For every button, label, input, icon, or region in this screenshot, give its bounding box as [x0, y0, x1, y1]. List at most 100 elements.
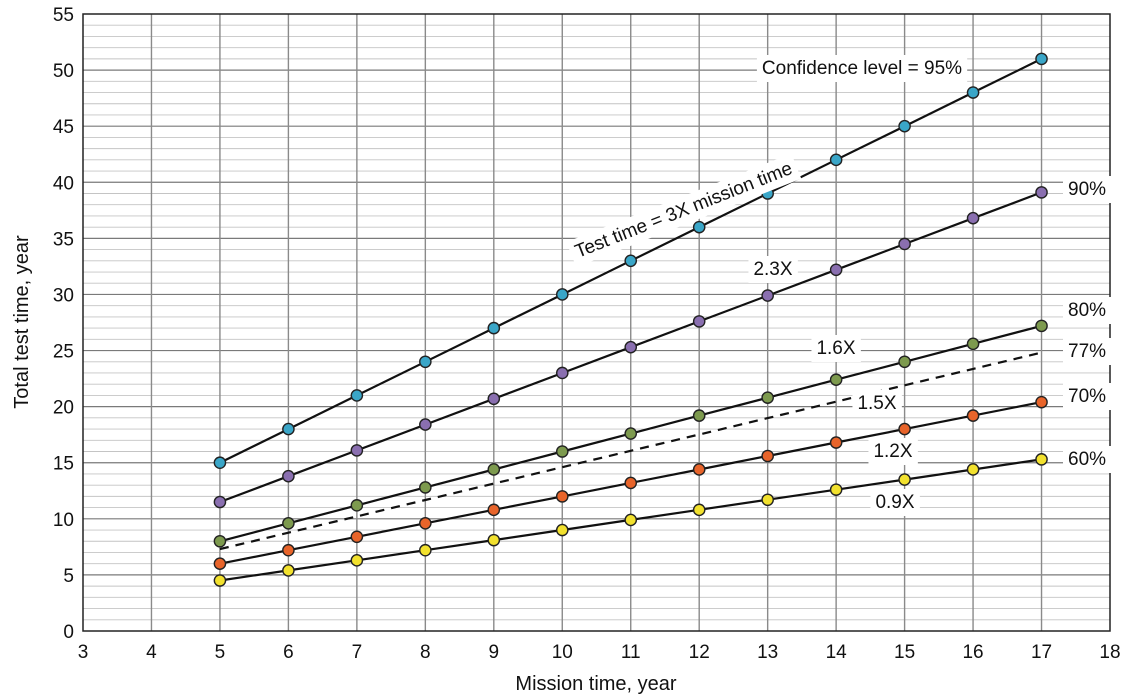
data-point [761, 449, 774, 463]
series-layer [213, 52, 1048, 587]
data-point [624, 340, 638, 354]
grid [83, 14, 1110, 631]
data-point [624, 427, 638, 440]
data-point [350, 444, 364, 457]
ticks: 3 4 5 6 7 8 9 10 11 12 13 14 15 16 17 18051015202530354… [53, 5, 1121, 663]
data-point [350, 499, 364, 512]
multiplier-label-text: 1.5X [857, 393, 896, 414]
data-point [966, 86, 980, 99]
data-point [692, 409, 706, 422]
multiplier-label: 2.3X [748, 256, 798, 283]
data-point [555, 490, 569, 503]
y-tick-label: 0 [63, 622, 74, 643]
data-point [350, 530, 364, 544]
series-77pct [219, 351, 1042, 551]
data-point [419, 355, 432, 369]
data-point [692, 463, 706, 476]
y-tick-label: 20 [53, 398, 74, 419]
confidence-label-text: 80% [1068, 300, 1106, 321]
multiplier-label: 1.2X [868, 438, 918, 465]
multiplier-label: 1.5X [852, 390, 902, 417]
x-tick-label: 13 [757, 642, 778, 663]
multiplier-label: 1.6X [811, 335, 861, 362]
confidence-label-bg [1063, 297, 1112, 324]
y-tick-label: 15 [53, 454, 74, 475]
multiplier-label-text: 0.9X [875, 492, 914, 513]
y-tick-label: 50 [53, 61, 74, 82]
test-time-annotation: Test time = 3X mission time [566, 153, 802, 268]
data-point [1035, 52, 1048, 66]
confidence-title-text: Confidence level = 95% [762, 58, 962, 79]
series-60pct [213, 453, 1048, 587]
multiplier-label-text: 1.2X [873, 441, 912, 462]
x-tick-label: 16 [962, 642, 983, 663]
confidence-label-text: 90% [1068, 179, 1106, 200]
y-tick-label: 55 [53, 5, 74, 26]
data-point [966, 337, 980, 351]
x-tick-label: 9 [489, 642, 500, 663]
data-point [898, 237, 911, 251]
data-point [282, 469, 295, 483]
y-tick-label: 25 [53, 342, 74, 363]
data-point [761, 289, 774, 302]
confidence-title: Confidence level = 95% [756, 55, 968, 82]
data-point [487, 503, 501, 517]
x-axis-label: Mission time, year [515, 673, 676, 695]
data-point [898, 422, 911, 436]
data-point [350, 389, 364, 402]
x-tick-label: 15 [894, 642, 915, 663]
data-point [1035, 319, 1048, 333]
x-tick-label: 14 [826, 642, 848, 663]
x-tick-label: 5 [215, 642, 226, 663]
data-point [282, 543, 295, 557]
data-point [555, 523, 569, 537]
data-point [1035, 186, 1048, 199]
y-tick-label: 45 [53, 117, 74, 138]
data-point [487, 533, 501, 547]
confidence-label: 90% [1063, 176, 1112, 203]
confidence-label-text: 60% [1068, 449, 1106, 470]
data-point [555, 445, 569, 458]
y-tick-label: 40 [53, 173, 74, 194]
data-point [487, 463, 501, 476]
data-point [555, 288, 569, 301]
data-point [282, 564, 295, 577]
multiplier-label: 0.9X [870, 489, 920, 516]
series-line [219, 351, 1042, 551]
x-tick-label: 8 [420, 642, 431, 663]
data-point [624, 513, 638, 527]
data-point [282, 422, 295, 436]
data-point [213, 557, 227, 570]
data-point [966, 463, 980, 476]
multiplier-label-bg [811, 335, 861, 362]
x-tick-label: 10 [552, 642, 573, 663]
data-point [213, 456, 227, 470]
confidence-label-text: 77% [1068, 341, 1106, 362]
data-point [829, 373, 843, 387]
data-point [966, 409, 980, 422]
confidence-label-bg [1063, 338, 1112, 365]
multiplier-label-text: 2.3X [753, 259, 792, 280]
x-tick-label: 12 [689, 642, 710, 663]
x-tick-label: 6 [283, 642, 294, 663]
data-point [487, 321, 501, 335]
x-tick-label: 11 [621, 642, 641, 663]
confidence-label: 77% [1063, 338, 1112, 365]
data-point [213, 495, 227, 509]
x-tick-label: 3 [78, 642, 89, 663]
test-time-annotation-bg [566, 153, 802, 268]
data-point [898, 473, 911, 486]
data-point [487, 392, 501, 406]
data-point [1035, 395, 1048, 409]
multiplier-label-text: 1.6X [816, 338, 855, 359]
data-point [829, 153, 843, 167]
data-point [692, 315, 706, 328]
multiplier-label-bg [852, 390, 902, 417]
data-point [829, 263, 843, 277]
data-point [419, 418, 432, 431]
data-point [829, 436, 843, 449]
series-70pct [213, 395, 1048, 570]
y-axis-label: Total test time, year [11, 235, 33, 409]
data-point [898, 119, 911, 133]
data-point [829, 483, 843, 496]
